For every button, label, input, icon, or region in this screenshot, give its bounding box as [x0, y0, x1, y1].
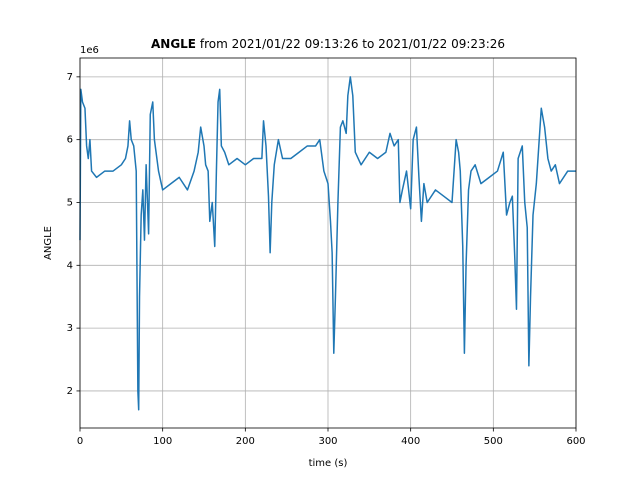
y-tick-label: 2 — [67, 386, 73, 397]
y-tick-label: 4 — [67, 260, 73, 271]
y-tick-label: 3 — [67, 323, 73, 334]
data-line — [79, 76, 576, 411]
y-tick-label: 7 — [67, 72, 73, 83]
x-tick-label: 500 — [484, 436, 503, 447]
x-tick-label: 0 — [77, 436, 83, 447]
plot-frame — [79, 57, 577, 429]
x-axis-label: time (s) — [309, 458, 348, 469]
x-tick-label: 300 — [318, 436, 337, 447]
chart-title: ANGLE from 2021/01/22 09:13:26 to 2021/0… — [151, 37, 505, 51]
x-tick-label: 200 — [236, 436, 255, 447]
x-tick-label: 600 — [566, 436, 585, 447]
x-tick-label: 100 — [153, 436, 172, 447]
offset-label: 1e6 — [80, 45, 99, 56]
x-tick-label: 400 — [401, 436, 420, 447]
y-tick-label: 5 — [67, 197, 73, 208]
y-axis-label: ANGLE — [43, 226, 54, 260]
title-rest: from 2021/01/22 09:13:26 to 2021/01/22 0… — [200, 37, 505, 51]
y-tick-label: 6 — [67, 135, 73, 146]
title-bold: ANGLE — [151, 37, 196, 51]
